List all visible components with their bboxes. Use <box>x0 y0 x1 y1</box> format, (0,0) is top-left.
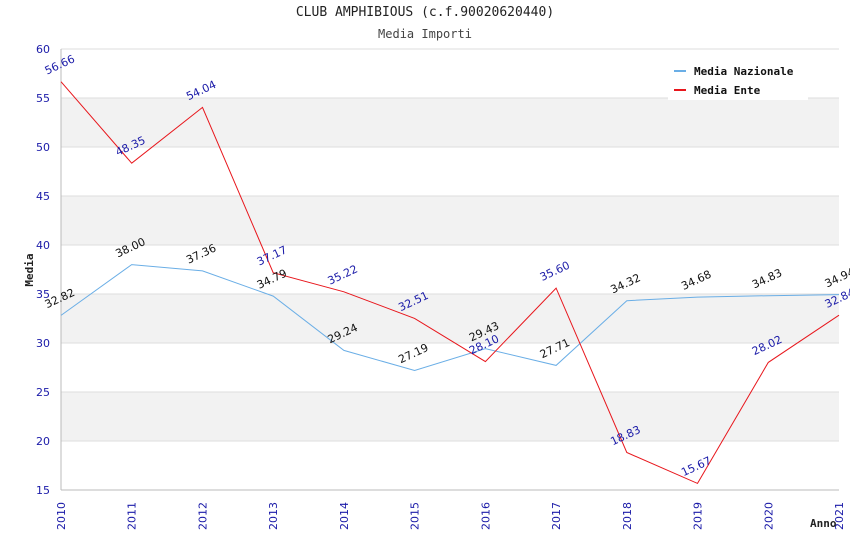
y-tick-label: 25 <box>36 386 50 399</box>
chart-title: CLUB AMPHIBIOUS (c.f.90020620440) <box>295 5 555 20</box>
x-tick-label: 2012 <box>196 502 209 530</box>
y-tick-label: 35 <box>36 288 50 301</box>
y-tick-label: 60 <box>36 43 50 56</box>
y-tick-label: 50 <box>36 141 50 154</box>
grid-band <box>61 294 839 343</box>
x-tick-label: 2019 <box>692 502 705 530</box>
grid-band <box>61 98 839 147</box>
grid-band <box>61 245 839 294</box>
x-tick-label: 2018 <box>621 502 634 530</box>
legend-swatch-media-nazionale <box>674 70 686 72</box>
series-line-media-ente <box>60 81 840 485</box>
legend-swatch-media-ente <box>674 89 686 91</box>
y-tick-label: 40 <box>36 239 50 252</box>
x-tick-label: 2021 <box>833 502 846 530</box>
legend: Media Nazionale Media Ente <box>668 58 808 100</box>
x-axis-label: Anno <box>810 517 837 530</box>
y-tick-label: 45 <box>36 190 50 203</box>
grid-band <box>61 441 839 490</box>
x-tick-label: 2013 <box>267 502 280 530</box>
grid-band <box>61 343 839 392</box>
grid-band <box>61 196 839 245</box>
y-tick-label: 30 <box>36 337 50 350</box>
x-tick-label: 2020 <box>762 502 775 530</box>
legend-label-media-ente: Media Ente <box>694 83 761 97</box>
x-tick-label: 2015 <box>409 502 422 530</box>
y-tick-label: 55 <box>36 92 50 105</box>
x-tick-label: 2010 <box>55 502 68 530</box>
x-tick-label: 2011 <box>126 502 139 530</box>
chart-subtitle: Media Importi <box>378 27 472 41</box>
x-tick-label: 2014 <box>338 502 351 530</box>
grid-band <box>61 147 839 196</box>
legend-item-media-nazionale: Media Nazionale <box>674 64 793 78</box>
legend-item-media-ente: Media Ente <box>674 83 760 97</box>
legend-label-media-nazionale: Media Nazionale <box>694 64 794 78</box>
series-line-media-nazionale <box>60 264 840 372</box>
grid-band <box>61 392 839 441</box>
y-tick-label: 15 <box>36 484 50 497</box>
y-tick-label: 20 <box>36 435 50 448</box>
y-axis-label: Media <box>23 253 36 286</box>
x-tick-label: 2016 <box>479 502 492 530</box>
x-tick-label: 2017 <box>550 502 563 530</box>
